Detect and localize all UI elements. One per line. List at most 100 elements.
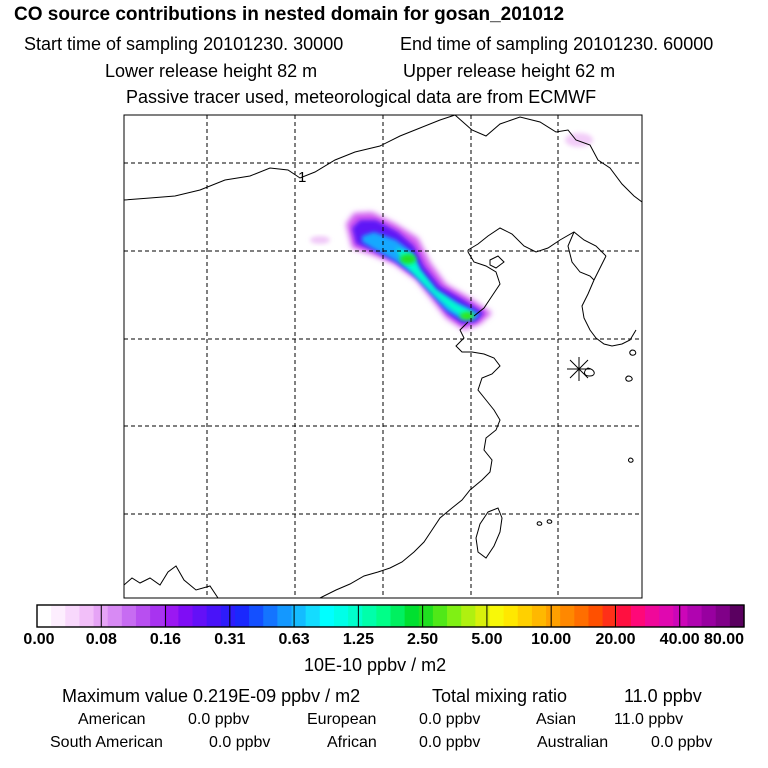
- colorbar-cell: [418, 605, 434, 627]
- colorbar-cell: [687, 605, 703, 627]
- coast-china-east: [319, 321, 501, 598]
- colorbar-cell: [588, 605, 604, 627]
- island-small: [489, 255, 505, 269]
- coast-liaodong: [467, 251, 501, 317]
- colorbar-cell: [404, 605, 420, 627]
- map-frame: [123, 114, 643, 599]
- location-marker-label: 1: [298, 169, 306, 186]
- colorbar-cell: [263, 605, 278, 627]
- total-mixing-value: 11.0 ppbv: [624, 686, 702, 706]
- colorbar-cell: [546, 605, 561, 627]
- colorbar-cell: [150, 605, 165, 627]
- asian-value: 11.0 ppbv: [614, 711, 684, 728]
- plume-faint-west: [310, 236, 330, 244]
- colorbar-cell: [390, 605, 406, 627]
- colorbar-cell: [65, 605, 81, 627]
- colorbar-cell: [362, 605, 377, 627]
- colorbar-cell: [234, 605, 250, 627]
- colorbar-cell: [37, 605, 52, 627]
- colorbar-cell: [659, 605, 674, 627]
- colorbar-tick-label: 5.00: [471, 631, 503, 648]
- border-northeast: [454, 115, 642, 203]
- colorbar-cell: [291, 605, 307, 627]
- colorbar-cell: [503, 605, 519, 627]
- colorbar-cell: [517, 605, 533, 627]
- border-china-korea: [467, 227, 607, 257]
- colorbar-cell: [475, 605, 491, 627]
- colorbar-cell: [121, 605, 137, 627]
- island-jeju: [584, 367, 595, 377]
- colorbar-cell: [319, 605, 335, 627]
- colorbar-cell: [461, 605, 476, 627]
- colorbar-tick-label: 0.16: [149, 631, 182, 648]
- start-time-label: Start time of sampling 20101230. 30000: [24, 34, 344, 54]
- plume-peak-1: [400, 254, 416, 264]
- coast-korea-west: [567, 231, 595, 281]
- australian-label: Australian: [537, 734, 609, 751]
- border-south: [124, 565, 219, 598]
- colorbar-tick-label: 80.00: [703, 631, 745, 648]
- colorbar-cell: [531, 605, 547, 627]
- colorbar-cell: [447, 605, 462, 627]
- island-taiwan: [475, 507, 503, 559]
- coastlines: [124, 115, 642, 598]
- asian-label: Asian: [536, 711, 577, 728]
- colorbar-tick-label: 10.00: [531, 631, 572, 648]
- colorbar-cell: [79, 605, 95, 627]
- plume-peak-2: [460, 312, 474, 320]
- african-value: 0.0 ppbv: [419, 734, 481, 751]
- colorbar-frame: [36, 604, 745, 628]
- african-label: African: [327, 734, 377, 751]
- colorbar-cell: [701, 605, 717, 627]
- colorbar-unit: 10E-10 ppbv / m2: [304, 655, 447, 675]
- australian-value: 0.0 ppbv: [651, 734, 713, 751]
- colorbar-tick-label: 1.25: [342, 631, 374, 648]
- islet-2: [629, 349, 637, 356]
- colorbar-cell: [164, 605, 179, 627]
- islet-4: [536, 521, 543, 526]
- colorbar-tick-label: 0.63: [278, 631, 310, 648]
- colorbar-cell: [630, 605, 646, 627]
- european-value: 0.0 ppbv: [419, 711, 481, 728]
- colorbar-cell: [107, 605, 123, 627]
- colorbar-cell: [715, 605, 731, 627]
- colorbar-tick-label: 20.00: [595, 631, 636, 648]
- colorbar-tick-label: 2.50: [407, 631, 439, 648]
- colorbar-cell: [333, 605, 349, 627]
- colorbar-cell: [192, 605, 208, 627]
- colorbar-cell: [348, 605, 363, 627]
- maximum-value: Maximum value 0.219E-09 ppbv / m2: [62, 686, 361, 706]
- total-mixing-label: Total mixing ratio: [432, 686, 568, 706]
- american-label: American: [78, 711, 146, 728]
- colorbar-cell: [560, 605, 575, 627]
- coast-korea: [581, 255, 637, 347]
- border-mongolia: [124, 115, 456, 201]
- colorbar-cell: [489, 605, 505, 627]
- islet-1: [625, 375, 633, 382]
- concentration-plume: [310, 133, 593, 330]
- colorbar-cell: [616, 605, 632, 627]
- colorbar-cell: [376, 605, 392, 627]
- colorbar-cell: [51, 605, 66, 627]
- colorbar-tick-label: 0.08: [85, 631, 117, 648]
- receptor-asterisk-icon: [567, 357, 591, 381]
- colorbar-cell: [277, 605, 293, 627]
- colorbar: [37, 605, 745, 627]
- colorbar-tick-label: 0.31: [214, 631, 246, 648]
- colorbar-tick-label: 40.00: [659, 631, 700, 648]
- colorbar-cell: [602, 605, 618, 627]
- colorbar-cell: [135, 605, 151, 627]
- colorbar-cell: [673, 605, 689, 627]
- islet-5: [546, 519, 553, 524]
- colorbar-cell: [729, 605, 745, 627]
- lat-lon-grid: [124, 115, 642, 598]
- colorbar-dividers: [100, 605, 681, 627]
- colorbar-cell: [432, 605, 448, 627]
- south-american-label: South American: [50, 734, 163, 751]
- plume-core: [396, 248, 472, 318]
- end-time-label: End time of sampling 20101230. 60000: [400, 34, 714, 54]
- plot-title: CO source contributions in nested domain…: [14, 4, 565, 25]
- tracer-note: Passive tracer used, meteorological data…: [126, 87, 597, 107]
- colorbar-cell: [220, 605, 236, 627]
